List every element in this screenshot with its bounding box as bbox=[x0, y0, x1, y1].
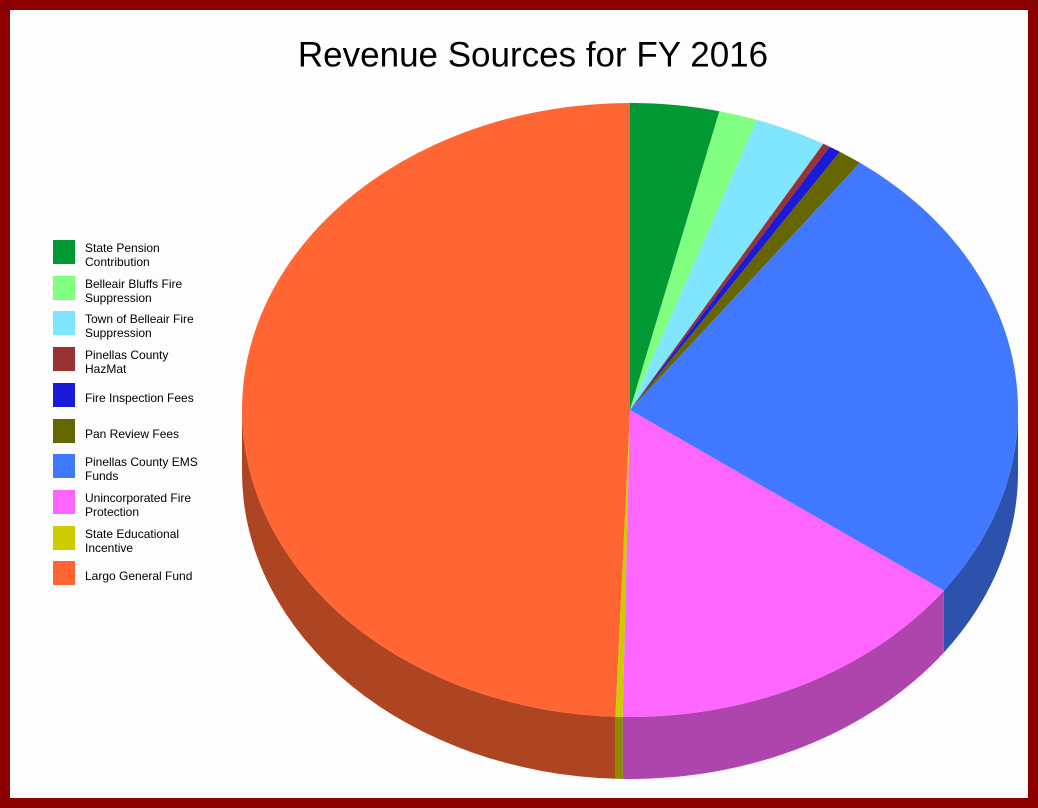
slice bbox=[630, 162, 1019, 591]
slice bbox=[630, 143, 830, 410]
slice bbox=[630, 111, 757, 410]
legend-label: Pinellas County HazMat bbox=[85, 348, 169, 377]
legend-item: Pinellas County HazMat bbox=[53, 347, 223, 377]
legend-label: Unincorporated Fire Protection bbox=[85, 490, 192, 519]
legend-swatch bbox=[53, 382, 75, 407]
legend-swatch bbox=[53, 311, 75, 336]
legend-item: Fire Inspection Fees bbox=[53, 382, 223, 413]
legend-swatch bbox=[53, 525, 75, 550]
legend-label: Largo General Fund bbox=[85, 569, 193, 584]
legend-label: State Pension Contribution bbox=[85, 241, 160, 269]
slice bbox=[630, 103, 720, 410]
slice bbox=[241, 103, 630, 717]
legend-item: State Pension Contribution bbox=[53, 240, 223, 270]
slice bbox=[630, 119, 824, 411]
slice-side bbox=[615, 716, 623, 779]
legend-item: Unincorporated Fire Protection bbox=[53, 489, 223, 520]
legend-item: Largo General Fund bbox=[53, 561, 223, 591]
slice-side bbox=[241, 410, 616, 779]
legend-swatch bbox=[53, 275, 75, 300]
legend-swatch bbox=[53, 418, 75, 443]
chart: Revenue Sources for FY 2016 bbox=[241, 35, 1019, 779]
legend-swatch bbox=[53, 240, 75, 264]
legend-item: Belleair Bluffs Fire Suppression bbox=[53, 275, 223, 306]
legend-item: Pinellas County EMS Funds bbox=[53, 454, 223, 484]
legend-swatch bbox=[53, 347, 75, 372]
legend-label: Town of Belleair Fire Suppression bbox=[85, 312, 194, 341]
slice bbox=[615, 410, 630, 717]
legend-label: State Educational Incentive bbox=[85, 526, 180, 555]
slice bbox=[630, 146, 840, 410]
legend-item: Pan Review Fees bbox=[53, 418, 223, 449]
legend-swatch bbox=[53, 454, 75, 479]
legend-swatch bbox=[53, 561, 75, 586]
legend-label: Pinellas County EMS Funds bbox=[85, 455, 198, 484]
legend-label: Pan Review Fees bbox=[85, 426, 180, 441]
legend-label: Fire Inspection Fees bbox=[85, 390, 194, 405]
legend-label: Belleair Bluffs Fire Suppression bbox=[85, 276, 183, 305]
chart-title: Revenue Sources for FY 2016 bbox=[298, 35, 768, 74]
legend-item: State Educational Incentive bbox=[53, 525, 223, 556]
slice-side bbox=[943, 410, 1018, 653]
legend-item: Town of Belleair Fire Suppression bbox=[53, 311, 223, 341]
slice bbox=[622, 410, 944, 717]
slice bbox=[630, 151, 861, 410]
slice-side bbox=[622, 590, 944, 779]
legend-swatch bbox=[53, 489, 75, 514]
